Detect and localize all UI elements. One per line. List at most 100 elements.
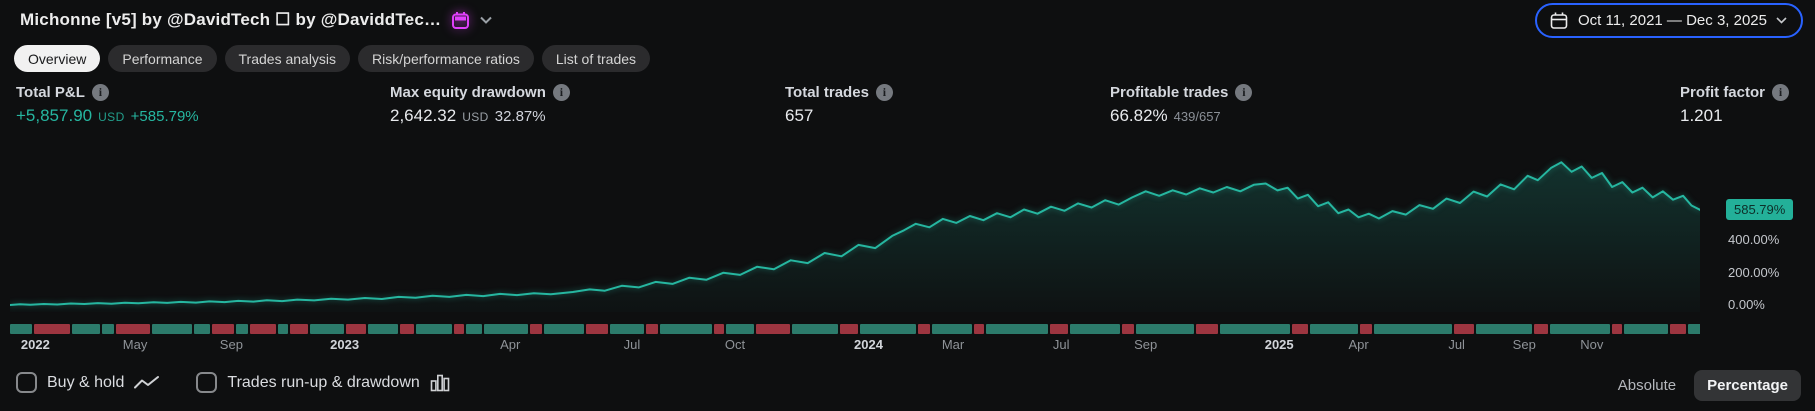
strip-segment xyxy=(1196,324,1218,334)
x-tick-label: Nov xyxy=(1580,337,1604,352)
x-tick-label: Apr xyxy=(500,337,521,352)
strip-segment xyxy=(1360,324,1372,334)
y-tick-label: 200.00% xyxy=(1728,264,1780,280)
title-chevron-down-icon[interactable] xyxy=(480,16,492,24)
strategy-title: Michonne [v5] by @DavidTech ☐ by @Davidd… xyxy=(20,10,442,29)
percentage-mode-button[interactable]: Percentage xyxy=(1694,370,1801,401)
checkbox-label: Trades run-up & drawdown xyxy=(227,373,420,391)
strip-segment xyxy=(310,324,344,334)
buy-and-hold-checkbox[interactable]: Buy & hold xyxy=(16,372,160,393)
stat-value: 657 xyxy=(785,106,814,125)
tab-trades-analysis[interactable]: Trades analysis xyxy=(224,45,351,72)
strip-segment xyxy=(1688,324,1700,334)
strip-segment xyxy=(1070,324,1120,334)
trade-result-strip xyxy=(10,324,1700,334)
x-tick-label: Jul xyxy=(623,337,641,352)
strip-segment xyxy=(236,324,248,334)
trades-runup-drawdown-checkbox[interactable]: Trades run-up & drawdown xyxy=(196,372,450,393)
tab-risk-performance-ratios[interactable]: Risk/performance ratios xyxy=(358,45,534,72)
stat-value: +5,857.90 xyxy=(16,106,93,125)
tab-list-of-trades[interactable]: List of trades xyxy=(541,45,651,72)
strip-segment xyxy=(290,324,308,334)
line-chart-icon xyxy=(134,375,160,391)
info-icon[interactable]: i xyxy=(552,84,570,101)
x-tick-label: Sep xyxy=(1512,337,1536,352)
summary-stats-row: Total P&L i +5,857.90 USD +585.79% Max equi… xyxy=(0,84,1815,136)
equity-line xyxy=(10,161,1700,306)
info-icon[interactable]: i xyxy=(1235,84,1253,101)
strip-segment xyxy=(1454,324,1474,334)
stat-label: Total P&L xyxy=(16,84,85,101)
stat-label: Profitable trades xyxy=(1110,84,1229,101)
strip-segment xyxy=(1612,324,1622,334)
x-tick-label: Jul xyxy=(1448,337,1465,352)
strip-segment xyxy=(278,324,288,334)
strip-segment xyxy=(974,324,984,334)
stat-extra: +585.79% xyxy=(130,108,199,125)
x-tick-label: Mar xyxy=(941,337,965,352)
strip-segment xyxy=(1670,324,1686,334)
stat-label: Profit factor xyxy=(1679,84,1765,101)
stat-unit: USD xyxy=(462,110,489,124)
strip-segment xyxy=(250,324,276,334)
strip-segment xyxy=(646,324,658,334)
strip-segment xyxy=(466,324,482,334)
strip-segment xyxy=(212,324,234,334)
x-tick-label: 2022 xyxy=(20,337,50,352)
stat-value: 66.82% xyxy=(1110,106,1168,125)
header: Michonne [v5] by @DavidTech ☐ by @Davidd… xyxy=(0,0,1815,42)
info-icon[interactable]: i xyxy=(875,84,893,101)
absolute-mode-button[interactable]: Absolute xyxy=(1617,377,1677,394)
calendar-icon xyxy=(1549,11,1569,31)
stat-extra: 32.87% xyxy=(494,108,546,125)
strip-segment xyxy=(544,324,584,334)
stat-total-trades: Total trades i 657 xyxy=(785,84,893,126)
checkbox-box[interactable] xyxy=(16,372,37,393)
stat-label: Max equity drawdown xyxy=(390,84,546,101)
stat-value: 1.201 xyxy=(1679,106,1723,125)
strip-segment xyxy=(416,324,452,334)
strip-segment xyxy=(586,324,608,334)
strip-segment xyxy=(756,324,790,334)
strip-segment xyxy=(840,324,858,334)
strip-segment xyxy=(726,324,754,334)
x-tick-label: Jul xyxy=(1052,337,1070,352)
stat-max-equity-drawdown: Max equity drawdown i 2,642.32 USD 32.87% xyxy=(390,84,570,126)
strip-segment xyxy=(194,324,210,334)
report-tabs: Overview Performance Trades analysis Ris… xyxy=(14,45,651,72)
tab-performance[interactable]: Performance xyxy=(108,45,217,72)
strip-segment xyxy=(530,324,542,334)
deep-backtesting-calendar-icon[interactable] xyxy=(451,11,470,30)
info-icon[interactable]: i xyxy=(1772,84,1789,101)
equity-curve-chart[interactable]: 400.00% 200.00% 0.00% 585.79% 2022 May Sep 20… xyxy=(0,138,1815,360)
stat-label: Total trades xyxy=(785,84,869,101)
strip-segment xyxy=(918,324,930,334)
strip-segment xyxy=(1220,324,1290,334)
date-range-chevron-down-icon xyxy=(1776,17,1787,24)
checkbox-box[interactable] xyxy=(196,372,218,393)
strip-segment xyxy=(1476,324,1532,334)
strategy-title-group[interactable]: Michonne [v5] by @DavidTech ☐ by @Davidd… xyxy=(20,10,492,30)
strip-segment xyxy=(714,324,724,334)
stat-total-pnl: Total P&L i +5,857.90 USD +585.79% xyxy=(16,84,199,126)
info-icon[interactable]: i xyxy=(91,84,109,101)
strip-segment xyxy=(1050,324,1068,334)
equity-curve-svg xyxy=(10,161,1700,312)
strip-segment xyxy=(72,324,100,334)
x-tick-label: May xyxy=(122,337,148,352)
strip-segment xyxy=(346,324,366,334)
stat-profit-factor: Profit factor i 1.201 xyxy=(1680,84,1789,126)
tab-overview[interactable]: Overview xyxy=(14,45,101,72)
strip-segment xyxy=(484,324,528,334)
stat-extra: 439/657 xyxy=(1173,109,1221,124)
value-mode-toggle: Absolute Percentage xyxy=(1614,370,1801,401)
equity-area xyxy=(10,162,1700,312)
strip-segment xyxy=(1136,324,1194,334)
strip-segment xyxy=(792,324,838,334)
x-tick-label: Sep xyxy=(219,337,243,352)
strip-segment xyxy=(10,324,32,334)
strip-segment xyxy=(34,324,70,334)
date-range-selector[interactable]: Oct 11, 2021 — Dec 3, 2025 xyxy=(1534,3,1803,38)
stat-value: 2,642.32 xyxy=(390,106,457,125)
